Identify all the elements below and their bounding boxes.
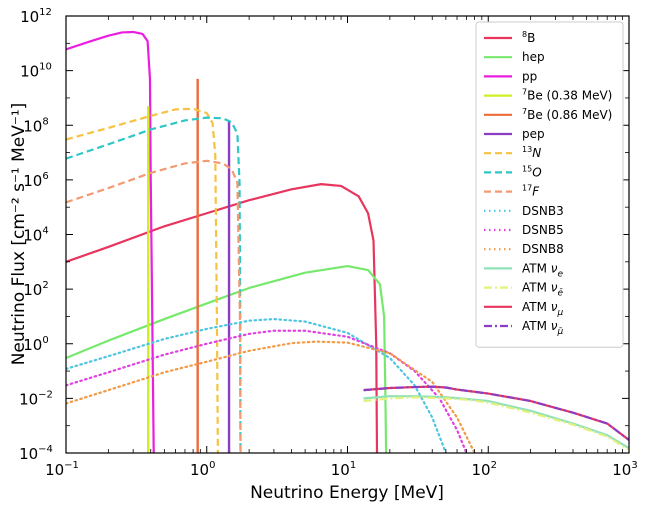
legend-label: ATM νμ: [522, 300, 563, 318]
y-tick-label: 102: [23, 280, 48, 299]
y-tick-label: 104: [23, 226, 48, 245]
series-9-dsnb3-line: [66, 317, 447, 453]
legend-label: pep: [522, 127, 545, 141]
series-12-atm-line: [363, 395, 629, 450]
legend-label: 7Be (0.38 MeV): [522, 88, 612, 103]
x-tick-label: 101: [331, 460, 356, 479]
series-15-atm-line: [363, 385, 629, 441]
y-tick-label: 10−4: [19, 444, 53, 463]
x-tick-label: 100: [190, 460, 215, 479]
legend-label: ATM νē: [522, 281, 563, 299]
tick-layer: 10−1 100 101 102 103 10−4 10−2 100 102 104 106 108 1…: [19, 7, 638, 479]
series-6-n-line: [66, 107, 219, 453]
y-tick-label: 1010: [20, 62, 52, 81]
y-tick-label: 106: [23, 171, 48, 190]
legend-label: 8B: [522, 30, 535, 45]
y-tick-label: 108: [23, 116, 48, 135]
legend-label: DSNB5: [522, 223, 564, 237]
legend-box: [475, 21, 624, 348]
series-7-o-line: [66, 116, 242, 453]
legend-label: pp: [522, 69, 537, 83]
y-tick-label: 1012: [20, 7, 52, 26]
series-2-pp-line: [66, 30, 155, 453]
series-layer: [66, 30, 629, 453]
x-tick-label: 10−1: [45, 460, 79, 479]
y-axis-title: Neutrino Flux [cm⁻² s⁻¹ MeV⁻¹]: [9, 103, 29, 366]
legend-label: 13N: [522, 145, 541, 160]
legend-label: 15O: [522, 164, 542, 179]
series-13-atm-line: [363, 396, 629, 451]
x-tick-label: 103: [612, 460, 637, 479]
series-0-b-line: [66, 183, 379, 453]
legend-label: ATM νe: [522, 261, 563, 279]
legend-label: 17F: [522, 184, 540, 199]
legend-label: ATM νμ̄: [522, 319, 563, 337]
series-8-f-line: [66, 159, 242, 453]
y-tick-label: 100: [23, 335, 48, 354]
legend: 8B hep pp 7Be (0.38 MeV) 7Be (0.86 MeV) pep 13…: [475, 21, 624, 348]
x-tick-label: 102: [472, 460, 497, 479]
y-tick-label: 10−2: [19, 389, 53, 408]
series-1-hep-line: [66, 264, 388, 453]
legend-label: DSNB8: [522, 242, 564, 256]
legend-label: 7Be (0.86 MeV): [522, 107, 612, 122]
legend-label: DSNB3: [522, 204, 564, 218]
legend-label: hep: [522, 50, 545, 64]
x-axis-title: Neutrino Energy [MeV]: [250, 483, 444, 503]
